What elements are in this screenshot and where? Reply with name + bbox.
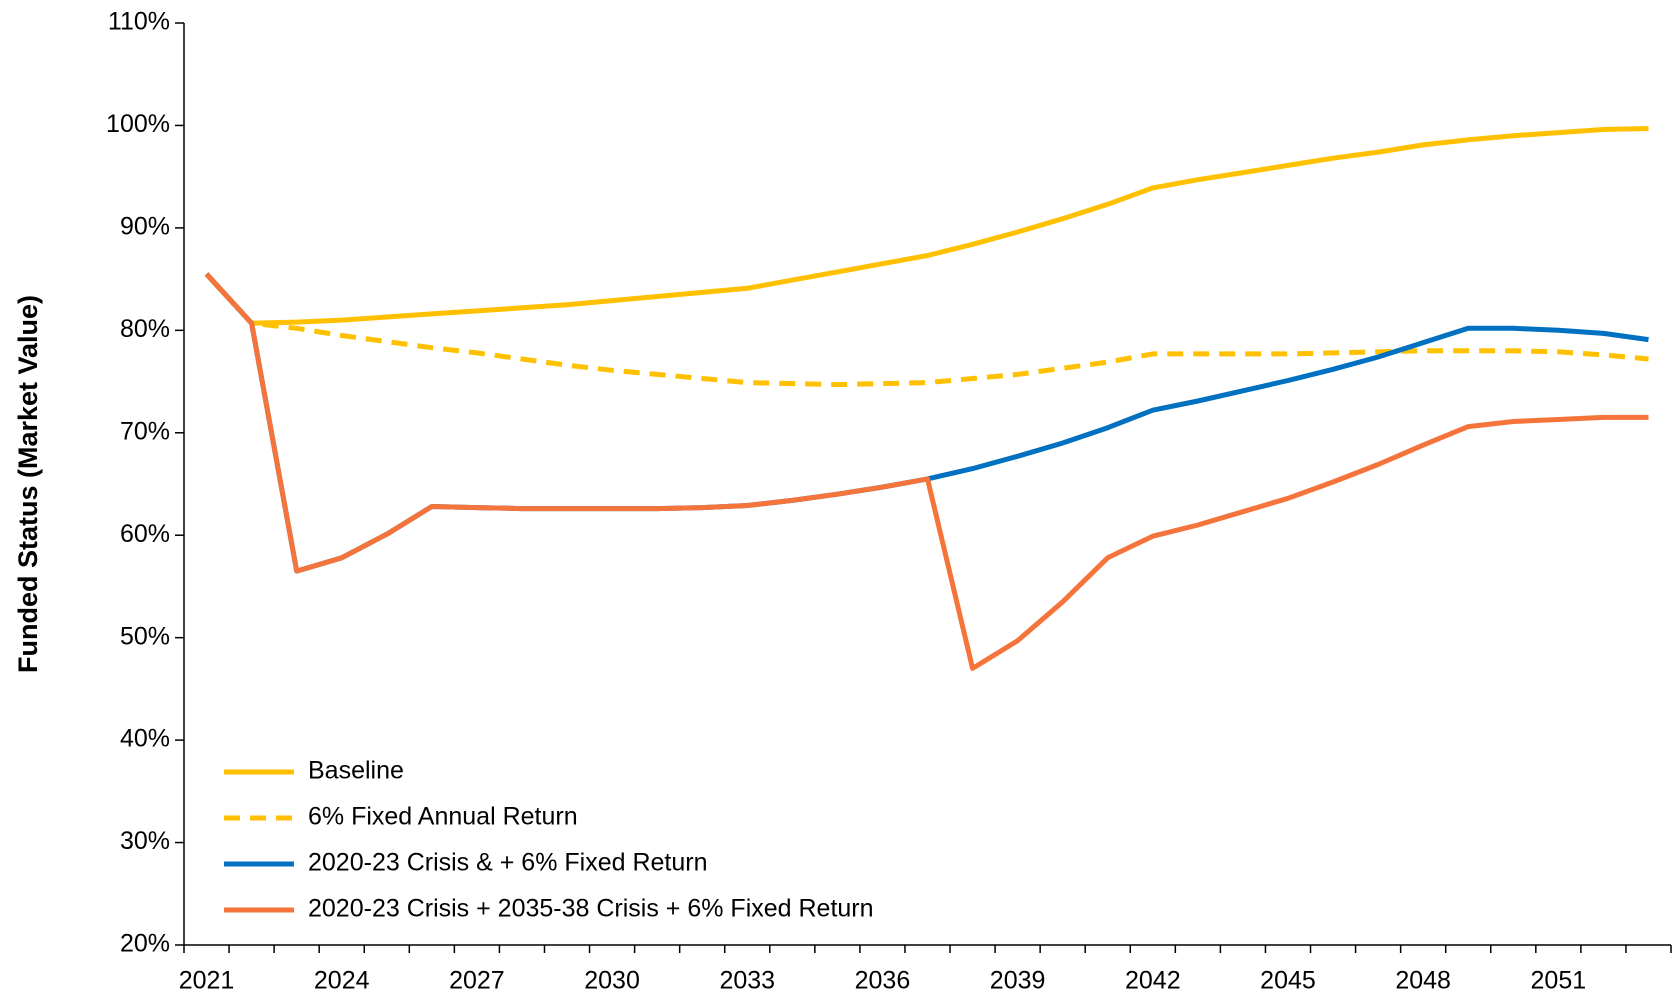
x-tick-label: 2021 <box>179 967 235 995</box>
y-tick-label: 90% <box>120 212 170 240</box>
x-tick-label: 2051 <box>1531 967 1587 995</box>
line-series <box>204 272 1649 671</box>
y-tick-label: 80% <box>120 315 170 343</box>
legend-label: 2020-23 Crisis + 2035-38 Crisis + 6% Fix… <box>308 895 874 923</box>
x-tick-label: 2027 <box>449 967 505 995</box>
x-tick-label: 2036 <box>855 967 911 995</box>
x-tick-label: 2042 <box>1125 967 1181 995</box>
legend-label: 2020-23 Crisis & + 6% Fixed Return <box>308 849 708 877</box>
y-tick-label: 60% <box>120 520 170 548</box>
line-series <box>204 272 1649 574</box>
legend-label: 6% Fixed Annual Return <box>308 803 578 831</box>
y-axis-label: Funded Status (Market Value) <box>13 295 43 673</box>
x-tick-label: 2033 <box>719 967 775 995</box>
x-tick-label: 2045 <box>1260 967 1316 995</box>
y-tick-label: 40% <box>120 725 170 753</box>
legend-label: Baseline <box>308 757 404 785</box>
line-series <box>204 272 1649 388</box>
y-tick-label: 30% <box>120 827 170 855</box>
x-tick-label: 2024 <box>314 967 370 995</box>
line-series <box>204 126 1649 326</box>
x-tick-label: 2030 <box>584 967 640 995</box>
y-tick-label: 20% <box>120 930 170 958</box>
x-tick-label: 2048 <box>1395 967 1451 995</box>
y-tick-label: 70% <box>120 417 170 445</box>
x-tick-label: 2039 <box>990 967 1046 995</box>
y-tick-label: 100% <box>106 110 170 138</box>
y-tick-label: 50% <box>120 622 170 650</box>
y-tick-label: 110% <box>108 8 170 36</box>
